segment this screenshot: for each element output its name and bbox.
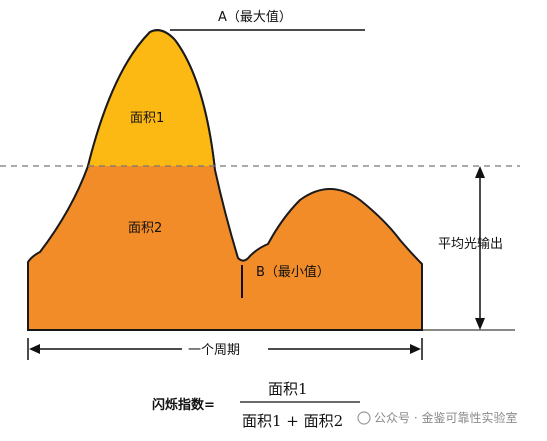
watermark-text: 公众号 · 金鉴可靠性实验室 <box>374 410 517 425</box>
avg-output-label: 平均光输出 <box>438 236 503 252</box>
period-label: 一个周期 <box>188 343 240 358</box>
avg-arrow-head-bottom <box>475 318 485 330</box>
max-label: A（最大值） <box>218 9 292 25</box>
formula-name: 闪烁指数= <box>152 397 215 413</box>
wechat-icon <box>357 411 371 425</box>
period-arrow-head-left <box>29 344 40 354</box>
area2-label: 面积2 <box>128 221 162 236</box>
period-arrow-head-right <box>410 344 421 354</box>
avg-arrow-head-top <box>475 166 485 178</box>
formula-denominator: 面积1 + 面积2 <box>242 412 343 430</box>
area1-region <box>86 29 216 166</box>
min-label: B（最小值） <box>256 264 330 280</box>
area2-region <box>27 29 423 331</box>
formula-numerator: 面积1 <box>268 380 308 398</box>
area1-label: 面积1 <box>130 111 164 126</box>
watermark: 公众号 · 金鉴可靠性实验室 <box>357 410 517 425</box>
